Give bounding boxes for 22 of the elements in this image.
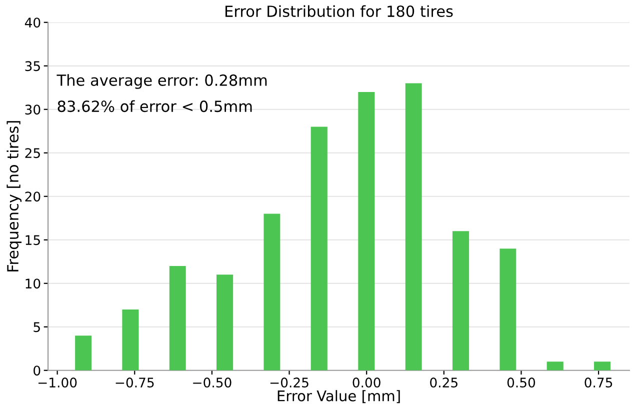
x-tick-label: −1.00	[38, 378, 77, 388]
x-tick-label: −0.75	[116, 378, 154, 388]
y-tick-label: 15	[26, 235, 40, 246]
y-tick-label: 0	[34, 366, 40, 376]
x-tick-label: 0.25	[430, 378, 458, 388]
chart-title: Error Distribution for 180 tires	[226, 5, 453, 18]
x-tick-label: −0.50	[193, 378, 232, 388]
annotation: 83.62% of error < 0.5mm	[58, 100, 252, 112]
y-axis-title: Frequency [no tires]	[6, 121, 22, 272]
x-tick-label: −0.25	[270, 378, 308, 388]
y-tick-label: 35	[25, 61, 40, 72]
y-tick-label: 10	[26, 278, 40, 289]
x-tick-label: 0.50	[507, 378, 536, 388]
x-tick-label: 0.00	[352, 378, 380, 388]
y-tick-label: 30	[25, 104, 40, 115]
x-tick-label: 0.75	[584, 378, 612, 388]
y-tick-label: 20	[25, 192, 40, 202]
y-tick-label: 25	[25, 148, 40, 158]
annotation: The average error: 0.28mm	[56, 74, 267, 89]
y-tick-label: 40	[24, 18, 40, 28]
x-axis-title: Error Value [mm]	[278, 390, 400, 404]
y-tick-label: 5	[34, 322, 40, 332]
